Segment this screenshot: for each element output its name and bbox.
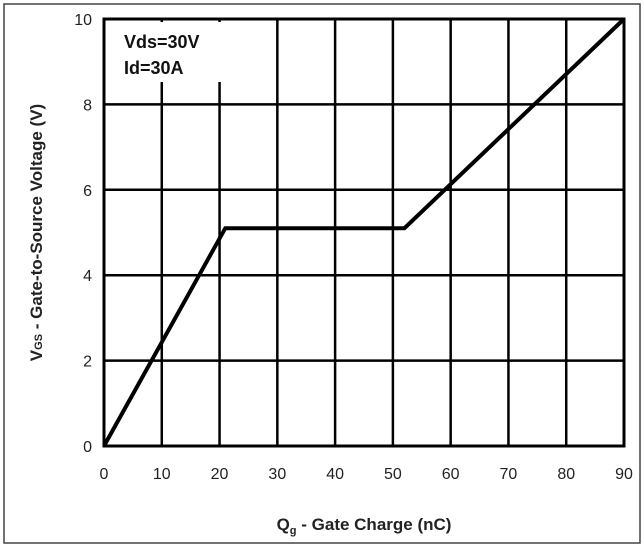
- series-line-0: [102, 17, 626, 447]
- series-layer: [102, 17, 626, 447]
- x-tick-label-50: 50: [384, 466, 402, 483]
- x-tick-label-70: 70: [500, 466, 518, 483]
- x-tick-label-90: 90: [615, 466, 633, 483]
- y-tick-label-4: 4: [83, 268, 92, 285]
- annotation-line-0: Vds=30V: [124, 32, 200, 52]
- y-tick-label-2: 2: [83, 354, 92, 371]
- grid: [104, 19, 624, 446]
- annotations: Vds=30V Id=30A: [107, 22, 227, 82]
- y-tick-label-0: 0: [83, 439, 92, 456]
- y-axis-symbol: V: [27, 349, 46, 361]
- x-tick-label-40: 40: [326, 466, 344, 483]
- annotation-line-1: Id=30A: [124, 58, 184, 78]
- x-axis-title: Qg - Gate Charge (nC): [277, 515, 452, 537]
- x-axis-symbol: Q: [277, 515, 290, 534]
- x-tick-label-20: 20: [211, 466, 229, 483]
- x-axis-subscript: g: [290, 525, 297, 537]
- x-tick-label-0: 0: [100, 466, 109, 483]
- plot-border: [102, 17, 626, 448]
- figure-frame: [3, 3, 641, 544]
- annotation-box: [107, 22, 227, 82]
- y-tick-label-6: 6: [83, 183, 92, 200]
- y-tick-label-10: 10: [74, 12, 92, 29]
- y-axis-subscript: GS: [33, 334, 45, 350]
- x-tick-label-10: 10: [153, 466, 171, 483]
- tick-labels: 0 10 20 30 40 50 60 70 80 90 0 2 4 6 8 10: [74, 12, 633, 483]
- y-axis-title: VGS - Gate-to-Source Voltage (V): [27, 104, 46, 361]
- x-tick-label-30: 30: [268, 466, 286, 483]
- x-axis-text: - Gate Charge (nC): [297, 515, 452, 534]
- x-tick-label-80: 80: [557, 466, 575, 483]
- y-tick-label-8: 8: [83, 97, 92, 114]
- x-tick-label-60: 60: [442, 466, 460, 483]
- y-axis-text: - Gate-to-Source Voltage (V): [27, 104, 46, 334]
